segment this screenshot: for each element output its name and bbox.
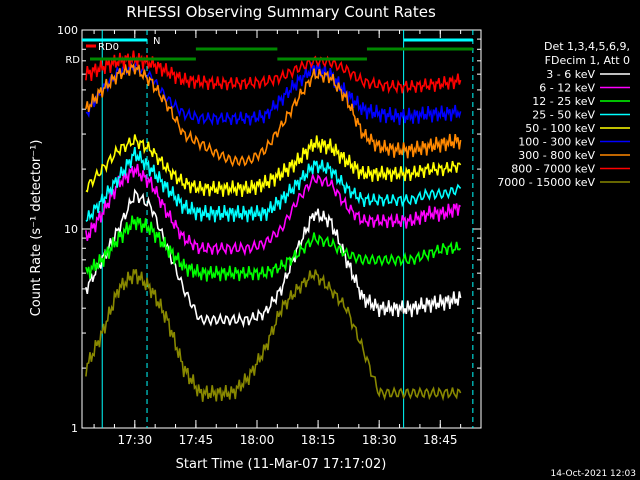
legend-entry: 800 - 7000 keV	[511, 163, 595, 176]
x-tick-label: 18:30	[362, 433, 397, 447]
series-line	[85, 215, 462, 282]
legend-entry: 300 - 800 keV	[518, 149, 595, 162]
series-line	[85, 61, 462, 168]
y-tick-label: 1	[71, 422, 78, 435]
legend-entry: 50 - 100 keV	[525, 122, 595, 135]
x-tick-label: 18:15	[301, 433, 336, 447]
x-tick-label: 17:45	[179, 433, 214, 447]
x-tick-label: 18:00	[240, 433, 275, 447]
series-line	[85, 50, 462, 95]
legend-entry: 3 - 6 keV	[546, 68, 595, 81]
y-tick-label: 100	[57, 24, 78, 37]
flag-label: N	[153, 36, 160, 47]
legend-entry: 100 - 300 keV	[518, 136, 595, 149]
x-axis-label: Start Time (11-Mar-07 17:17:02)	[176, 457, 387, 472]
x-tick-label: 17:30	[118, 433, 153, 447]
flag-label: RD	[65, 55, 80, 66]
legend-entry: 12 - 25 keV	[532, 95, 595, 108]
series-line	[85, 60, 462, 127]
legend-entry: 7000 - 15000 keV	[497, 176, 595, 189]
legend-header: FDecim 1, Att 0	[545, 54, 630, 67]
series-line	[85, 188, 462, 329]
legend-entry: 25 - 50 keV	[532, 109, 595, 122]
legend-entry: 6 - 12 keV	[539, 82, 595, 95]
series-line	[85, 146, 462, 223]
series-line	[85, 269, 462, 402]
x-tick-label: 18:45	[423, 433, 458, 447]
y-tick-label: 10	[64, 223, 78, 236]
y-axis-label: Count Rate (s⁻¹ detector⁻¹)	[29, 140, 44, 317]
series-line	[85, 163, 461, 257]
flag-label: RD0	[98, 42, 119, 53]
series-line	[85, 134, 462, 198]
chart-title: RHESSI Observing Summary Count Rates	[126, 3, 436, 21]
timestamp: 14-Oct-2021 12:03	[551, 469, 636, 479]
legend-header: Det 1,3,4,5,6,9,	[544, 40, 630, 53]
